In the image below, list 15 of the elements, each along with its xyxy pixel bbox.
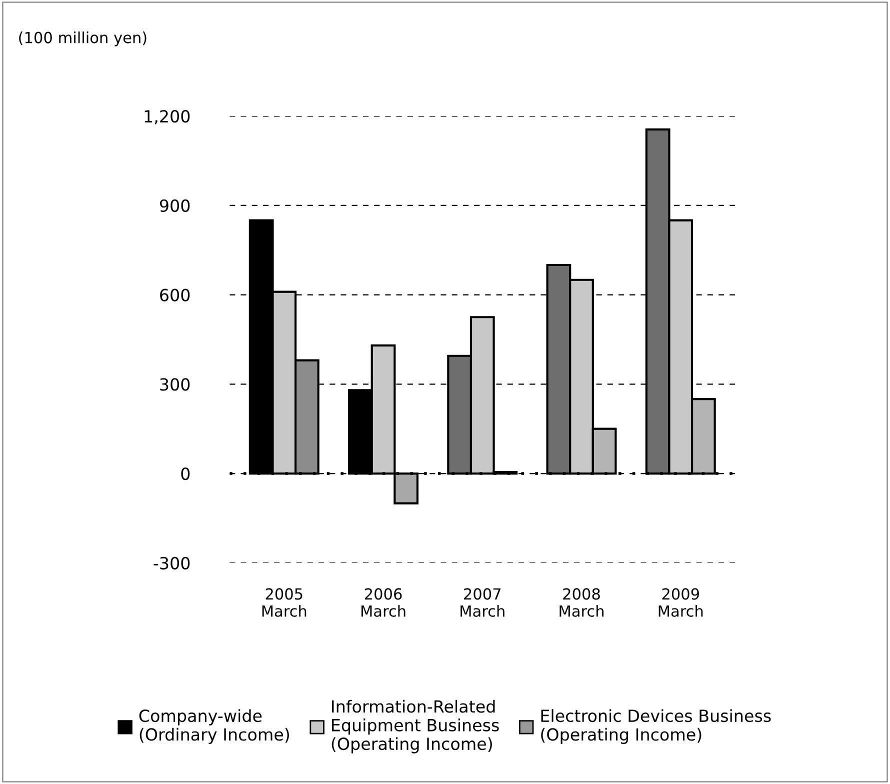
legend-label: Electronic Devices Business (Operating Income) — [541, 709, 771, 744]
x-tick-label: 2005 March — [262, 588, 306, 617]
y-tick-label: 1,200 — [144, 110, 190, 124]
y-axis-title: (100 million yen) — [19, 32, 146, 46]
x-tick-label: 2007 March — [460, 588, 504, 617]
x-tick-label: 2008 March — [560, 588, 604, 617]
x-tick-label: 2006 March — [361, 588, 406, 617]
legend-label: Information-Related Equipment Business (Operating Income) — [332, 700, 499, 754]
y-tick-label: 0 — [181, 468, 190, 480]
y-tick-label: 300 — [160, 378, 190, 391]
x-tick-label: 2009 March — [658, 588, 703, 617]
y-tick-label: 900 — [160, 199, 190, 212]
y-tick-label: 600 — [160, 288, 190, 302]
legend-label: Company-wide (Ordinary Income) — [139, 709, 289, 744]
y-tick-label: -300 — [154, 556, 190, 570]
